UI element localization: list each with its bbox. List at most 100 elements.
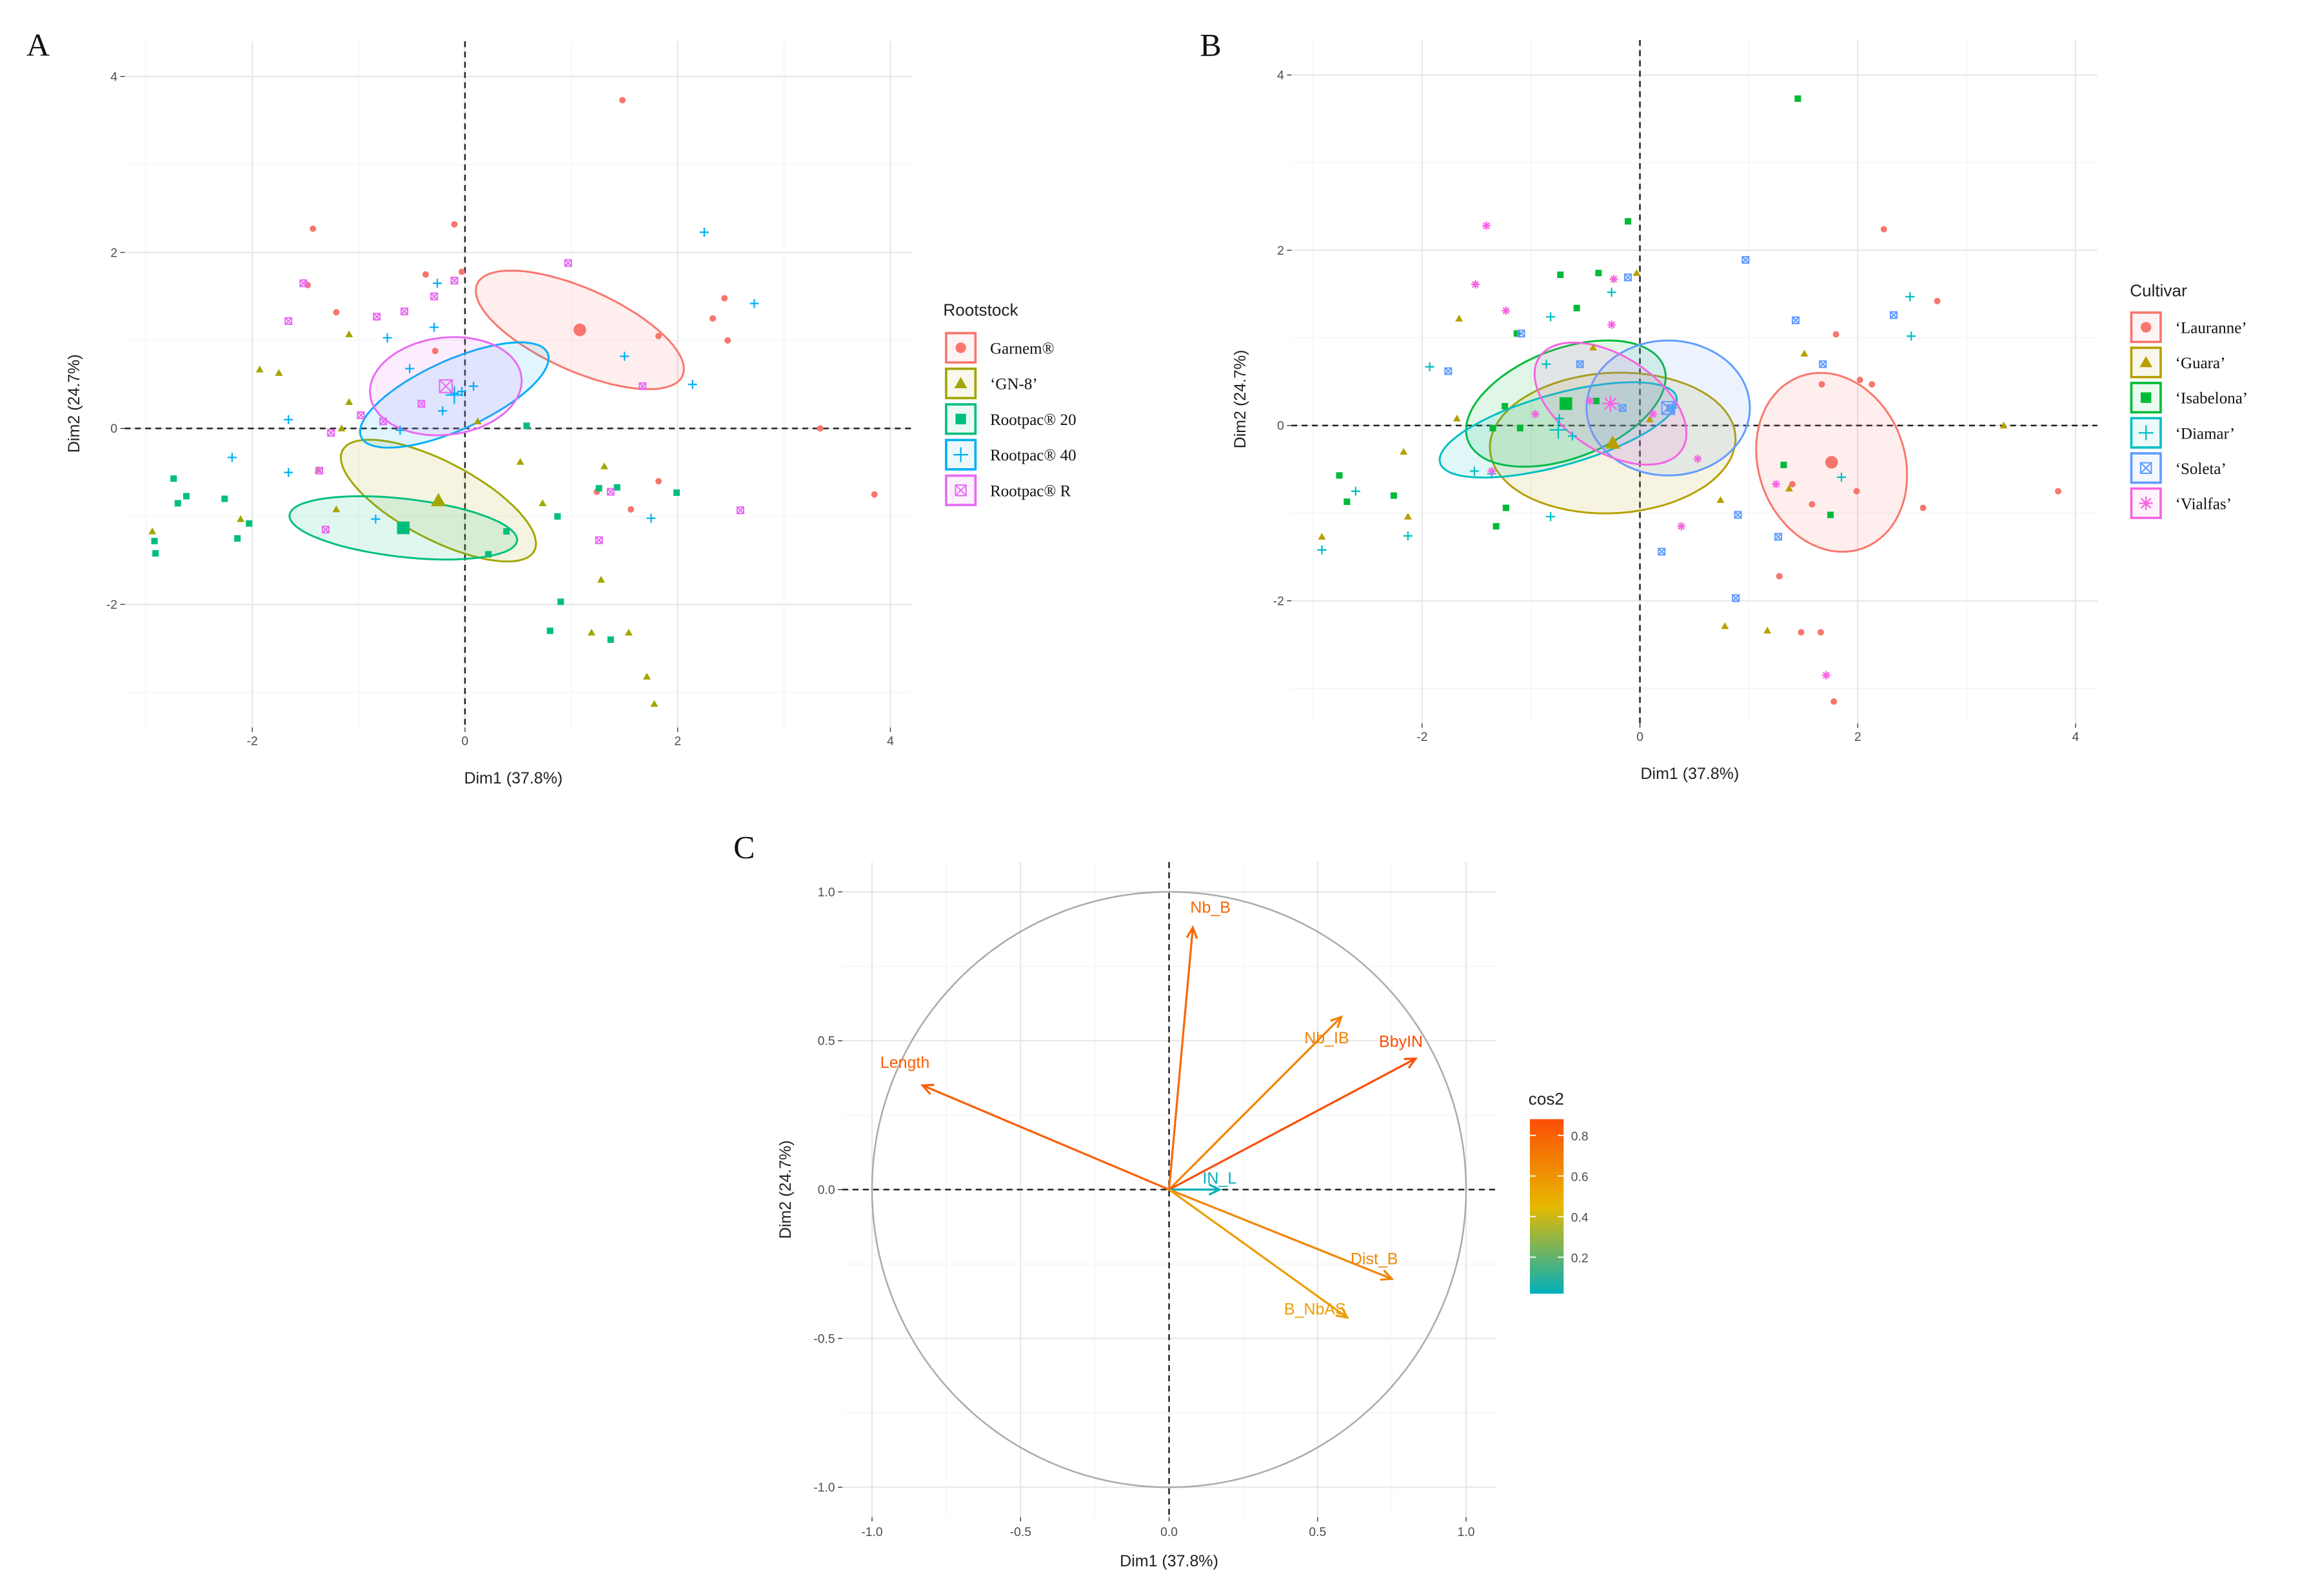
data-point-glyph	[310, 225, 317, 232]
data-point-glyph	[1800, 350, 1809, 357]
data-point-glyph	[1585, 397, 1594, 406]
panel-c: -1.0 -0.5 0.0 0.5 1.0 -1.0 -0.5 0.0 0.5 1.0 Nb_B Nb…	[813, 862, 1589, 1539]
data-point-glyph	[405, 364, 415, 373]
data-point	[1343, 498, 1351, 506]
data-point-glyph	[1623, 273, 1632, 282]
x-tick-label: 0	[462, 735, 469, 749]
data-point	[1763, 626, 1772, 634]
data-point-glyph	[1819, 360, 1827, 368]
data-point	[655, 333, 662, 340]
data-point	[1827, 511, 1834, 518]
data-point-glyph	[1589, 343, 1597, 351]
data-point-glyph	[1576, 360, 1584, 368]
data-point-glyph	[327, 429, 335, 437]
data-point	[1425, 362, 1434, 371]
data-point	[371, 514, 381, 524]
data-point	[227, 453, 237, 462]
legend-key-glyph	[2141, 322, 2152, 333]
legend-key-glyph	[2139, 462, 2152, 475]
data-point	[1819, 360, 1827, 368]
data-point	[1403, 531, 1413, 541]
data-point	[1557, 271, 1564, 279]
data-point-glyph	[709, 315, 717, 322]
data-point	[1517, 330, 1525, 338]
data-point	[871, 491, 878, 498]
data-point-glyph	[430, 292, 439, 300]
data-point	[516, 458, 524, 465]
data-point-glyph	[1546, 512, 1556, 522]
data-point	[554, 513, 561, 520]
data-point	[688, 380, 697, 389]
data-point-glyph	[1809, 501, 1816, 508]
data-point-glyph	[1403, 531, 1413, 541]
data-point-glyph	[1734, 511, 1742, 519]
data-point	[699, 228, 709, 237]
data-point-glyph	[1573, 304, 1580, 311]
data-point-glyph	[655, 478, 662, 485]
legend-key-glyph	[2141, 392, 2152, 403]
legend-key-glyph-glyph	[2139, 462, 2152, 475]
data-point-glyph	[546, 627, 553, 635]
data-point	[1609, 275, 1618, 284]
legend-label: Garnem®	[990, 340, 1055, 357]
data-point	[597, 576, 605, 583]
data-point-glyph	[1455, 315, 1463, 322]
group-mean-point-glyph	[439, 379, 453, 393]
group-mean-point	[397, 521, 410, 535]
data-point-glyph	[1645, 415, 1654, 422]
data-point-glyph	[1649, 409, 1658, 419]
vector-arrow-head	[1329, 1015, 1343, 1029]
data-point	[246, 520, 253, 527]
data-point-glyph	[1452, 414, 1461, 422]
group-mean-point	[1605, 435, 1621, 449]
data-point-glyph	[1934, 297, 1941, 304]
data-point	[1890, 311, 1898, 319]
data-point-glyph	[564, 259, 572, 267]
data-point-glyph	[1593, 397, 1600, 404]
vector-label: Dist_B	[1351, 1250, 1398, 1268]
data-point-glyph	[646, 513, 656, 523]
colorbar	[1530, 1119, 1564, 1294]
legend-key-glyph-glyph	[955, 413, 966, 425]
vector-arrow-head	[1185, 925, 1198, 940]
data-point	[650, 700, 659, 707]
data-point	[1818, 380, 1825, 388]
legend-title-a: Rootstock	[943, 300, 1018, 319]
data-point-glyph	[749, 299, 759, 308]
data-point	[1546, 312, 1556, 322]
data-point	[1832, 331, 1839, 338]
colorbar-title: cos2	[1529, 1089, 1564, 1108]
data-point-glyph	[2055, 488, 2062, 495]
data-point	[400, 307, 408, 315]
data-point-glyph	[1907, 331, 1916, 341]
data-point-glyph	[1774, 533, 1783, 541]
data-point-glyph	[1818, 380, 1825, 388]
data-point	[1732, 594, 1740, 602]
data-point	[1403, 513, 1412, 520]
legend-key-glyph-glyph	[2138, 425, 2154, 440]
data-point	[234, 535, 241, 542]
data-point-glyph	[1489, 424, 1496, 431]
data-point-glyph	[395, 426, 405, 435]
data-point	[1693, 454, 1702, 463]
data-point-glyph	[255, 365, 264, 373]
y-tick-label: 0	[1277, 420, 1284, 433]
data-point-glyph	[337, 424, 346, 431]
data-point-glyph	[373, 313, 381, 321]
data-point	[606, 488, 615, 496]
data-point	[564, 259, 572, 267]
data-point	[1618, 404, 1627, 412]
data-point	[724, 337, 731, 344]
data-point-glyph	[379, 417, 387, 426]
data-point	[673, 489, 680, 497]
variable-vector: Nb_IB	[1168, 1015, 1349, 1190]
group-mean-point	[1549, 420, 1567, 439]
data-point	[646, 513, 656, 523]
data-point-glyph	[1318, 533, 1326, 540]
data-point	[438, 406, 448, 416]
x-tick-label: 1.0	[1458, 1526, 1475, 1539]
group-mean-point	[430, 493, 446, 507]
data-point-glyph	[721, 295, 728, 302]
data-point-glyph	[1336, 472, 1343, 479]
